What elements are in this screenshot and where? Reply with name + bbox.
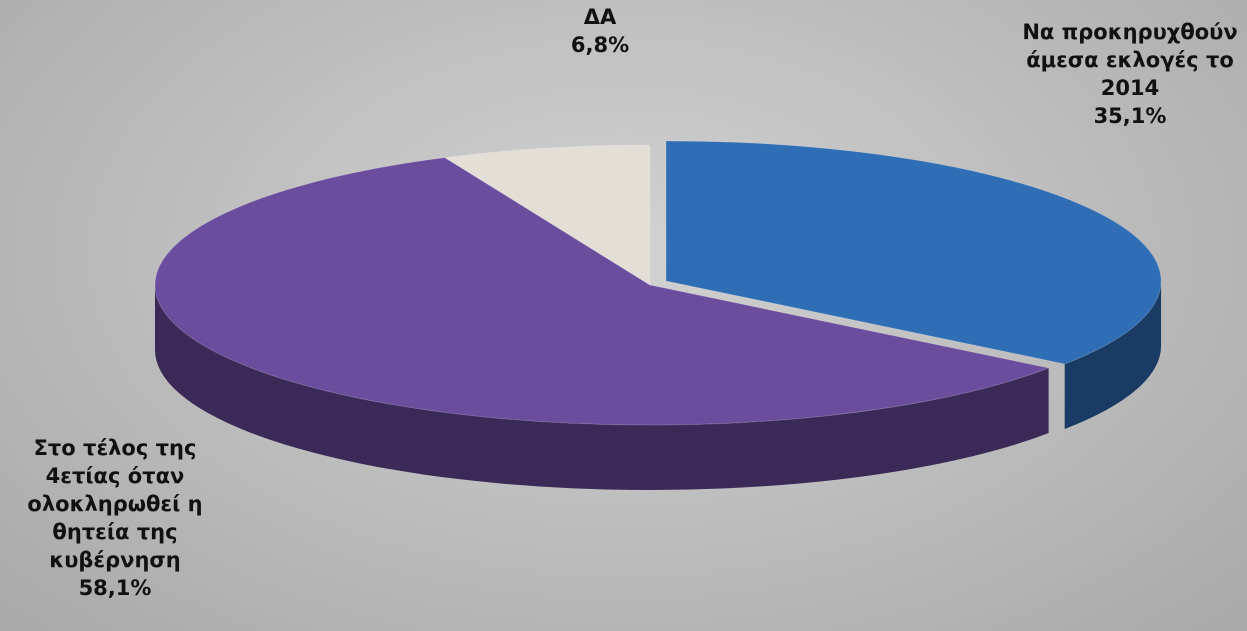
slice-label: Στο τέλος της 4ετίας όταν ολοκληρωθεί η … bbox=[0, 434, 230, 602]
slice bbox=[443, 144, 651, 286]
slice bbox=[154, 157, 1051, 426]
slice-label: ΔΑ 6,8% bbox=[520, 3, 680, 59]
value-label: 58,1% bbox=[78, 576, 152, 600]
category-label: Να προκηρυχθούν άμεσα εκλογές το 2014 bbox=[1022, 20, 1238, 100]
slice-side bbox=[1064, 280, 1162, 429]
category-label: Στο τέλος της 4ετίας όταν ολοκληρωθεί η … bbox=[27, 436, 203, 572]
category-label: ΔΑ bbox=[583, 5, 617, 29]
slice bbox=[665, 140, 1162, 365]
slice-side bbox=[155, 285, 1049, 491]
value-label: 6,8% bbox=[570, 33, 630, 57]
value-label: 35,1% bbox=[1093, 104, 1167, 128]
slice-label: Να προκηρυχθούν άμεσα εκλογές το 2014 35,… bbox=[1000, 18, 1247, 130]
